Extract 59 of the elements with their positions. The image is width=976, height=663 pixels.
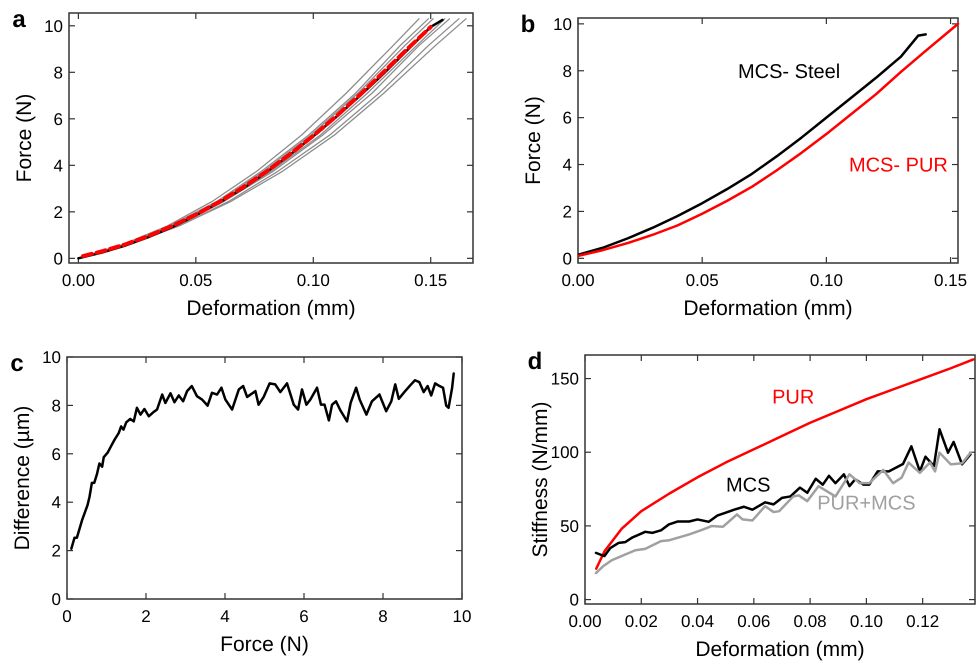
- x-tick-label: 0.10: [810, 271, 843, 290]
- x-tick-label: 0.12: [906, 612, 940, 631]
- x-tick-label: 0.00: [568, 612, 602, 631]
- x-axis-title: Deformation (mm): [683, 297, 853, 320]
- y-axis-title: Stiffness (N/mm): [529, 402, 552, 558]
- y-tick-label: 6: [562, 108, 572, 128]
- y-tick-label: 0: [52, 590, 61, 609]
- y-tick-label: 10: [553, 14, 572, 34]
- series-label: MCS- PUR: [848, 154, 948, 177]
- y-axis-title: Force (N): [522, 96, 545, 185]
- x-axis-title: Deformation (mm): [186, 297, 356, 320]
- series-label: MCS- Steel: [738, 60, 840, 83]
- x-tick-label: 0.15: [934, 271, 968, 290]
- x-tick-label: 0.10: [296, 271, 330, 290]
- y-tick-label: 0: [570, 590, 579, 610]
- x-axis-title: Deformation (mm): [695, 638, 865, 661]
- y-tick-label: 0: [562, 249, 572, 268]
- x-tick-label: 0.02: [624, 612, 658, 631]
- chart-title: d: [528, 348, 542, 375]
- x-tick-label: 0.04: [681, 612, 714, 631]
- x-tick-label: 0.08: [794, 612, 827, 631]
- y-tick-label: 6: [54, 110, 63, 129]
- y-tick-label: 2: [52, 542, 61, 561]
- y-tick-label: 6: [52, 444, 61, 464]
- y-tick-label: 8: [54, 63, 63, 82]
- x-tick-label: 2: [141, 607, 151, 626]
- y-axis-title: Difference (µm): [11, 406, 34, 550]
- series-label: MCS: [726, 474, 770, 497]
- y-axis-title: Force (N): [13, 94, 36, 182]
- y-tick-label: 10: [44, 16, 63, 36]
- y-tick-label: 10: [42, 348, 61, 367]
- chart-title: c: [10, 350, 24, 377]
- x-tick-label: 0.05: [686, 271, 719, 290]
- y-tick-label: 8: [562, 62, 572, 81]
- y-tick-label: 4: [54, 156, 63, 176]
- x-tick-label: 0.06: [737, 612, 770, 631]
- x-tick-label: 6: [299, 607, 309, 626]
- y-tick-label: 2: [54, 202, 63, 222]
- x-tick-label: 10: [452, 607, 472, 626]
- x-tick-label: 0.00: [561, 271, 595, 290]
- x-tick-label: 4: [220, 607, 230, 626]
- y-tick-label: 0: [54, 249, 63, 268]
- y-tick-label: 4: [562, 156, 572, 175]
- x-axis-title: Force (N): [220, 633, 309, 656]
- series-label: PUR+MCS: [817, 492, 916, 514]
- y-tick-label: 50: [560, 516, 579, 536]
- x-tick-label: 0.00: [62, 271, 95, 290]
- x-tick-label: 0.05: [179, 271, 212, 290]
- x-tick-label: 0.15: [414, 271, 448, 290]
- y-tick-label: 4: [52, 493, 61, 512]
- chart-title: b: [520, 11, 536, 38]
- y-tick-label: 2: [562, 202, 572, 222]
- y-tick-label: 8: [52, 396, 61, 416]
- series-label: PUR: [772, 386, 814, 408]
- x-tick-label: 8: [378, 607, 388, 626]
- chart-title: a: [12, 6, 26, 33]
- y-tick-label: 100: [550, 443, 579, 462]
- y-tick-label: 150: [550, 370, 579, 389]
- x-tick-label: 0.10: [850, 612, 883, 631]
